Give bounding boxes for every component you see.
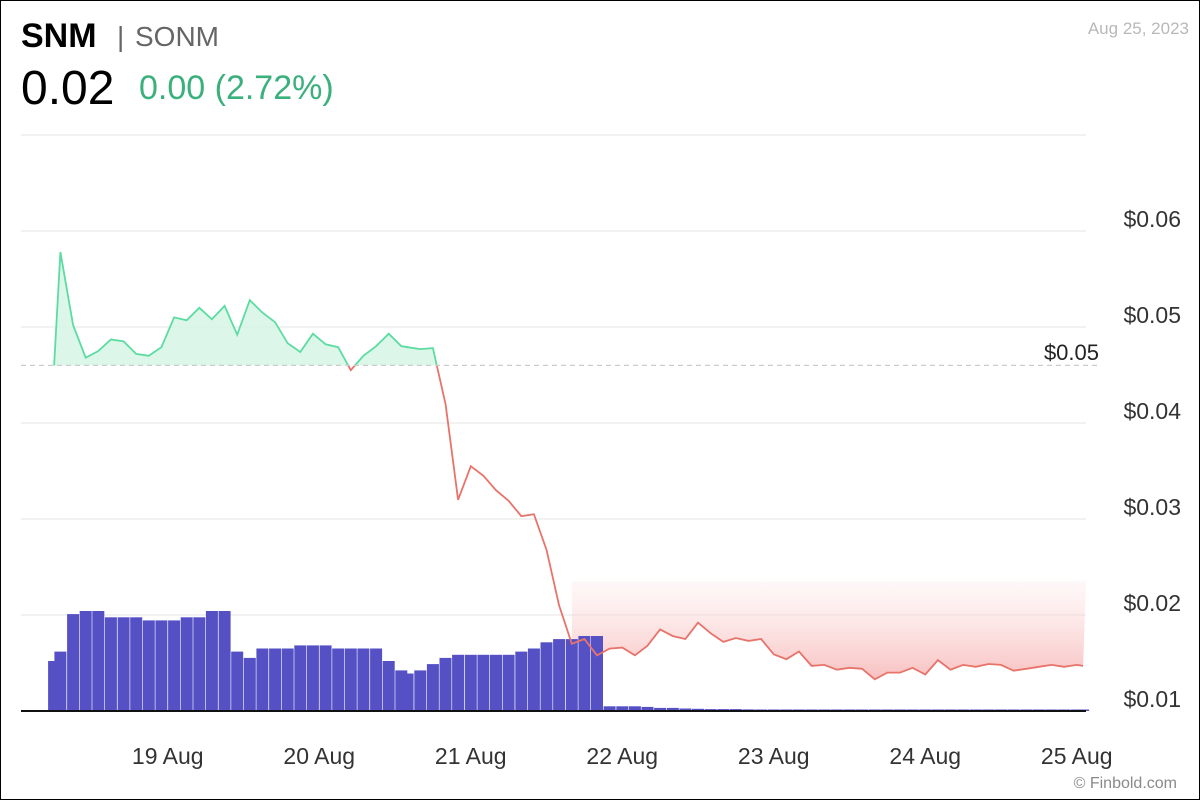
up-area-fill xyxy=(54,252,349,366)
up-price-line xyxy=(354,332,438,366)
volume-bar xyxy=(679,708,692,711)
volume-bar xyxy=(294,645,307,711)
volume-bar xyxy=(515,651,528,711)
volume-bar xyxy=(540,642,553,712)
down-price-line xyxy=(347,364,356,372)
price-area xyxy=(54,252,1086,680)
volume-bar xyxy=(281,648,294,711)
volume-bar xyxy=(370,648,383,711)
volume-bar xyxy=(218,611,231,711)
down-price-line xyxy=(435,365,1084,681)
volume-bar xyxy=(168,620,181,711)
y-tick-label: $0.06 xyxy=(1123,206,1181,232)
volume-bar xyxy=(426,664,439,711)
volume-bar xyxy=(382,661,395,711)
volume-bar xyxy=(205,611,218,711)
volume-bar xyxy=(104,617,117,712)
volume-bar xyxy=(654,707,667,711)
volume-bar xyxy=(306,645,319,711)
reference-price-label: $0.05 xyxy=(1044,340,1099,365)
volume-bar xyxy=(439,657,452,711)
volume-bar xyxy=(332,648,345,711)
volume-bar xyxy=(591,636,603,711)
volume-bars xyxy=(48,611,1090,712)
volume-bar xyxy=(616,706,629,711)
source-credit: © Finbold.com xyxy=(1073,775,1177,792)
price-change: 0.00 (2.72%) xyxy=(139,69,334,107)
y-tick-label: $0.03 xyxy=(1123,494,1181,520)
volume-bar xyxy=(641,706,654,711)
volume-bar xyxy=(578,636,591,711)
volume-bar xyxy=(490,654,502,712)
volume-bar xyxy=(142,620,155,711)
volume-bar xyxy=(666,707,679,711)
x-tick-label: 22 Aug xyxy=(586,743,658,769)
volume-bar xyxy=(692,708,704,711)
volume-bar xyxy=(193,617,206,712)
date-label: Aug 25, 2023 xyxy=(1087,19,1189,38)
volume-bar xyxy=(155,620,168,711)
up-price-line xyxy=(53,251,349,366)
price-line xyxy=(53,251,1084,681)
volume-bar xyxy=(256,648,269,711)
volume-bar xyxy=(231,651,244,711)
ticker-symbol: SNM xyxy=(21,17,97,55)
reference-line: $0.05 xyxy=(21,340,1101,366)
volume-bar xyxy=(180,617,193,712)
y-tick-label: $0.02 xyxy=(1123,590,1181,616)
x-tick-label: 25 Aug xyxy=(1041,743,1113,769)
asset-name: SONM xyxy=(135,21,219,52)
x-axis-ticks: 19 Aug 20 Aug 21 Aug 22 Aug 23 Aug 24 Aug 25 A… xyxy=(132,743,1113,769)
y-tick-label: $0.04 xyxy=(1123,398,1181,424)
y-axis-ticks: $0.06 $0.05 $0.04 $0.03 $0.02 $0.01 xyxy=(1123,206,1181,712)
volume-bar xyxy=(553,639,566,711)
volume-bar xyxy=(269,648,282,711)
volume-bar xyxy=(344,648,357,711)
current-price: 0.02 xyxy=(21,62,115,115)
volume-bar xyxy=(401,673,414,711)
up-area-fill xyxy=(355,333,437,366)
volume-bar xyxy=(414,670,427,711)
volume-bar xyxy=(79,611,92,711)
down-area-fill xyxy=(571,581,1086,680)
x-tick-label: 20 Aug xyxy=(283,743,355,769)
title-separator: | xyxy=(117,21,125,52)
volume-bar xyxy=(527,648,540,711)
volume-bar xyxy=(319,645,332,711)
volume-bar xyxy=(502,654,515,712)
x-tick-label: 21 Aug xyxy=(435,743,507,769)
x-tick-label: 24 Aug xyxy=(889,743,961,769)
y-tick-label: $0.01 xyxy=(1123,686,1181,712)
y-tick-label: $0.05 xyxy=(1123,302,1181,328)
volume-bar xyxy=(130,617,143,712)
volume-bar xyxy=(452,654,465,712)
volume-bar xyxy=(54,651,67,711)
x-tick-label: 23 Aug xyxy=(738,743,810,769)
volume-bar xyxy=(67,614,80,711)
volume-bar xyxy=(628,706,641,711)
x-tick-label: 19 Aug xyxy=(132,743,204,769)
volume-bar xyxy=(603,706,616,711)
volume-bar xyxy=(565,639,578,711)
volume-bar xyxy=(357,648,370,711)
volume-bar xyxy=(477,654,490,712)
volume-bar xyxy=(117,617,130,712)
volume-bar xyxy=(464,654,477,712)
volume-bar xyxy=(92,611,105,711)
volume-bar xyxy=(243,657,256,711)
